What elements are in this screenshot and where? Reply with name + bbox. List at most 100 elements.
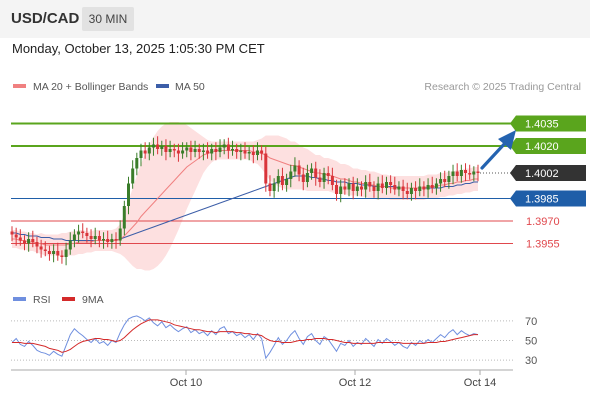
level-tag-1.4035 xyxy=(510,115,586,132)
trend-arrow xyxy=(480,130,516,170)
candle-body xyxy=(35,242,39,247)
rsi-panel: 70 50 30 xyxy=(11,315,537,367)
candle-body xyxy=(251,152,255,155)
candle-body xyxy=(243,150,247,154)
candle-body xyxy=(201,150,205,152)
candle-body xyxy=(247,152,251,154)
candle-body xyxy=(206,150,210,154)
candle-body xyxy=(189,147,193,152)
candle-body xyxy=(39,246,43,250)
level-tag-1.3985 xyxy=(510,190,586,207)
candle-body xyxy=(280,176,284,185)
candle-body xyxy=(459,170,463,176)
candle-body xyxy=(97,236,101,241)
candle-body xyxy=(301,174,305,182)
candle-body xyxy=(326,173,330,176)
candle-body xyxy=(330,176,334,185)
candle-body xyxy=(23,240,26,244)
candle-body xyxy=(376,183,380,191)
candle-body xyxy=(472,171,476,175)
candle-body xyxy=(235,149,239,152)
candle-body xyxy=(147,147,151,154)
candle-body xyxy=(27,239,31,244)
ma50-legend-swatch xyxy=(156,84,169,88)
candle-body xyxy=(314,168,318,178)
candle-body xyxy=(276,176,280,184)
candle-body xyxy=(405,191,409,194)
candle-body xyxy=(218,147,222,152)
candle-body xyxy=(389,182,393,185)
candle-body xyxy=(447,176,451,182)
candle-body xyxy=(89,236,93,239)
candle-body xyxy=(256,150,259,155)
ma20-legend-swatch xyxy=(13,84,26,88)
candle-body xyxy=(81,231,85,233)
candle-body xyxy=(143,150,147,154)
candle-body xyxy=(193,149,197,152)
ma50-legend-label: MA 50 xyxy=(175,81,205,93)
rsi-ma-line xyxy=(12,319,478,353)
rsi-ma-legend-label: 9MA xyxy=(82,294,104,306)
candle-body xyxy=(64,249,68,257)
candle-body xyxy=(56,251,60,256)
rsi-tick-30: 30 xyxy=(525,355,537,367)
candle-body xyxy=(43,249,47,251)
candle-body xyxy=(139,150,143,158)
candle-body xyxy=(10,231,14,235)
candle-body xyxy=(114,239,118,241)
candle-body xyxy=(152,144,155,148)
candle-body xyxy=(430,185,434,188)
candle-body xyxy=(210,149,214,154)
symbol-title: USD/CAD xyxy=(11,10,80,27)
candle-body xyxy=(160,146,164,149)
rsi-legend-label: RSI xyxy=(33,294,51,306)
level-label-1.3955: 1.3955 xyxy=(526,239,560,251)
candle-body xyxy=(14,234,18,238)
candle-body xyxy=(355,186,359,191)
candle-body xyxy=(409,188,413,194)
level-label-1.4002: 1.4002 xyxy=(525,168,559,180)
candle-body xyxy=(351,183,355,191)
candle-body xyxy=(106,239,110,242)
candle-body xyxy=(397,186,401,190)
candle-body xyxy=(214,149,218,152)
candle-body xyxy=(110,239,114,242)
candle-body xyxy=(343,186,347,190)
candle-body xyxy=(102,239,105,241)
candle-body xyxy=(172,149,176,151)
candle-body xyxy=(293,165,297,172)
x-tick-label: Oct 12 xyxy=(339,377,371,389)
bollinger-band xyxy=(12,122,478,271)
level-label-1.3985: 1.3985 xyxy=(525,194,559,206)
candle-body xyxy=(197,149,201,152)
level-tag-1.4002 xyxy=(510,165,586,181)
candle-body xyxy=(318,177,322,182)
candle-body xyxy=(176,150,180,154)
candle-body xyxy=(181,150,185,154)
candle-body xyxy=(380,183,384,188)
candle-body xyxy=(156,144,160,149)
rsi-tick-50: 50 xyxy=(525,336,537,348)
candle-body xyxy=(455,171,459,176)
candle-body xyxy=(322,173,326,182)
candle-body xyxy=(185,147,189,151)
price-panel: 1.4035 1.4020 1.4002 1.3985 1.3970 1.3955 xyxy=(10,115,586,271)
candle-body xyxy=(310,168,314,173)
top-bar: USD/CAD 30 MIN xyxy=(0,0,590,38)
candle-body xyxy=(68,240,72,250)
candle-body xyxy=(464,170,467,173)
candle-body xyxy=(239,150,243,152)
candle-body xyxy=(93,236,97,239)
timeframe-button[interactable]: 30 MIN xyxy=(82,7,134,31)
candle-body xyxy=(60,255,64,257)
candle-body xyxy=(305,173,309,182)
level-tag-1.4020 xyxy=(510,138,586,154)
candle-body xyxy=(222,144,226,148)
candle-body xyxy=(434,183,438,188)
candle-body xyxy=(164,146,168,152)
candle-body xyxy=(401,186,405,191)
candle-body xyxy=(368,182,372,187)
candle-body xyxy=(131,168,135,184)
ma20-legend-label: MA 20 + Bollinger Bands xyxy=(33,81,148,93)
candle-body xyxy=(127,183,130,206)
